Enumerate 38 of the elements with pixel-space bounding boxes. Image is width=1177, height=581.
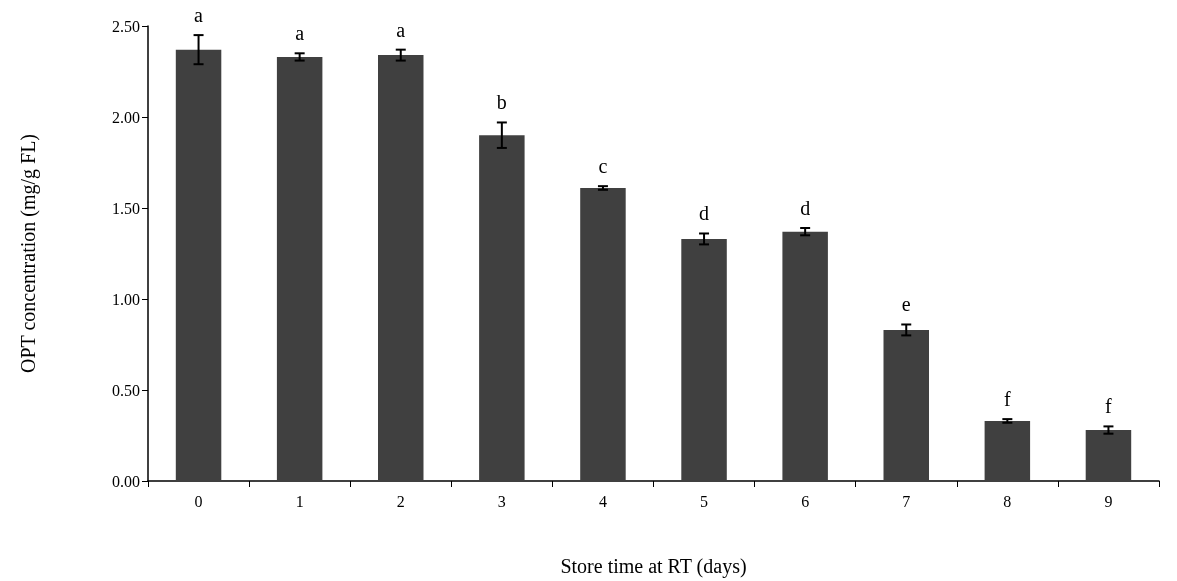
x-tick-label: 8: [1003, 492, 1012, 510]
y-tick-label: 0.50: [112, 381, 140, 399]
x-tick-label: 4: [598, 492, 607, 510]
bar: [479, 135, 525, 481]
annotation: d: [699, 202, 710, 225]
x-tick-label: 7: [902, 492, 911, 510]
y-tick-label: 2.50: [112, 17, 140, 35]
annotation: c: [598, 155, 608, 178]
x-tick-label: 6: [801, 492, 810, 510]
x-tick-label: 2: [396, 492, 405, 510]
annotation: d: [800, 197, 811, 220]
annotation: f: [1105, 395, 1113, 418]
bar: [782, 231, 828, 481]
x-tick-label: 0: [194, 492, 203, 510]
annotation: a: [396, 18, 406, 41]
annotation: f: [1004, 388, 1012, 411]
y-axis-title: OPT concentration (mg/g FL): [17, 133, 40, 374]
y-tick-label: 1.50: [112, 199, 140, 217]
x-tick-label: 3: [497, 492, 506, 510]
bar: [681, 238, 727, 481]
annotation: e: [901, 293, 911, 316]
bar: [378, 55, 424, 481]
bar: [1085, 430, 1132, 481]
y-tick-label: 2.00: [112, 108, 140, 126]
annotation: b: [496, 91, 507, 114]
bar: [175, 49, 222, 481]
x-tick-label: 9: [1104, 492, 1113, 510]
bar: [984, 420, 1031, 481]
bar: [883, 329, 929, 481]
bar: [276, 56, 323, 481]
annotation: a: [295, 22, 305, 45]
annotation: a: [194, 4, 204, 27]
x-tick-label: 5: [700, 492, 709, 510]
y-tick-label: 1.00: [112, 290, 140, 308]
x-tick-label: 1: [295, 492, 304, 510]
y-tick-label: 0.00: [112, 472, 140, 490]
bar: [580, 187, 626, 481]
x-axis-title: Store time at RT (days): [560, 555, 747, 578]
